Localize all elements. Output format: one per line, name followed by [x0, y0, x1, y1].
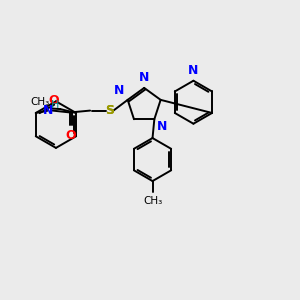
Text: N: N	[157, 120, 168, 134]
Text: O: O	[48, 94, 59, 107]
Text: CH₃: CH₃	[30, 97, 49, 107]
Text: N: N	[188, 64, 199, 77]
Text: O: O	[66, 129, 76, 142]
Text: CH₃: CH₃	[143, 196, 162, 206]
Text: H: H	[51, 100, 59, 110]
Text: S: S	[105, 104, 114, 117]
Text: N: N	[43, 104, 53, 117]
Text: N: N	[139, 71, 149, 84]
Text: N: N	[114, 84, 124, 97]
Text: S: S	[105, 104, 114, 117]
